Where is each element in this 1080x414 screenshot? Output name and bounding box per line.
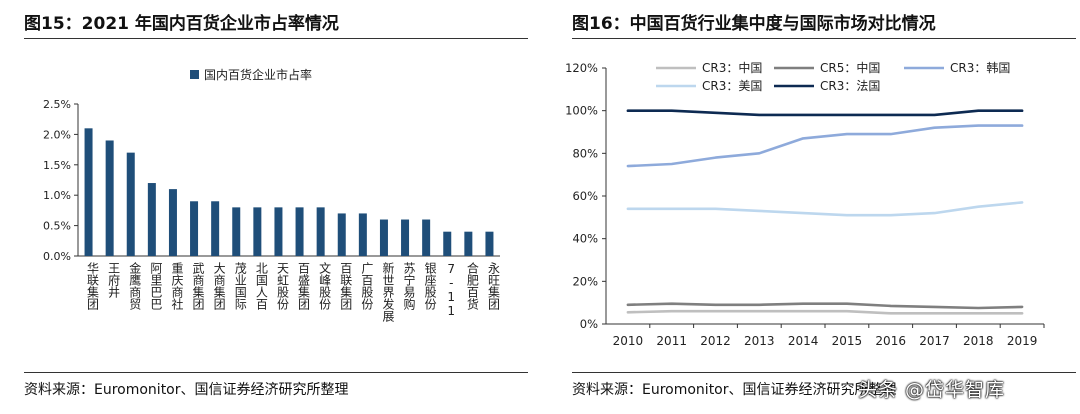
bar	[443, 231, 452, 256]
bar-category-label: 重庆商社	[170, 262, 184, 310]
watermark: 头条 @岱华智库	[858, 379, 1006, 401]
bar-category-label: 新世界发展	[381, 261, 395, 322]
bar-category-label: 大商集团	[212, 262, 226, 311]
bar-category-label: 广百股份	[360, 262, 374, 310]
bar-y-tick-label: 0.0%	[43, 250, 71, 263]
bar-legend-label: 国内百货企业市占率	[204, 67, 312, 82]
bar-y-tick-label: 0.5%	[43, 220, 71, 233]
bar-category-label: 文峰股份	[318, 261, 332, 310]
left-figure-title: 图15：2021 年国内百货企业市占率情况	[24, 14, 339, 34]
bar	[316, 207, 325, 256]
bar-category-label: 银座股份	[423, 262, 437, 310]
bar	[337, 213, 346, 256]
left-figure-panel: 图15：2021 年国内百货企业市占率情况 0.0% 0.5% 1.0% 1.5% 2.…	[0, 0, 532, 414]
bar	[84, 128, 93, 256]
line-legend-label: CR5：中国	[820, 60, 880, 75]
bar	[422, 219, 431, 256]
bar	[105, 140, 114, 256]
left-source-rule	[24, 372, 528, 373]
bar	[190, 201, 199, 256]
right-figure-panel: 图16：中国百货行业集中度与国际市场对比情况 0% 20% 40% 60% 80% 100…	[548, 0, 1080, 414]
bar-y-tick-label: 2.5%	[43, 98, 71, 111]
line-chart: 0% 20% 40% 60% 80% 100% 120% 2010 2011 2012 2013 20…	[565, 60, 1045, 348]
line-series-4	[626, 201, 1024, 217]
bar-y-tick-label: 2.0%	[43, 128, 71, 141]
line-x-tick-label: 2017	[919, 334, 950, 348]
line-x-tick-label: 2010	[613, 334, 644, 348]
line-y-tick-label: 60%	[572, 189, 598, 203]
line-x-tick-label: 2014	[788, 334, 819, 348]
bar-y-tick-label: 1.0%	[43, 189, 71, 202]
line-x-tick-label: 2018	[963, 334, 994, 348]
bar-category-label: 7-11	[444, 262, 458, 318]
bar-category-label: 百联集团	[339, 262, 353, 311]
bar	[379, 219, 388, 256]
line-y-tick-label: 100%	[565, 104, 598, 118]
bar	[401, 219, 410, 256]
bar-category-label: 北国人百	[254, 262, 268, 310]
bar-category-label: 茂业国际	[233, 262, 247, 310]
left-source-note: 资料来源：Euromonitor、国信证券经济研究所整理	[24, 382, 349, 398]
line-series-3	[626, 124, 1024, 168]
line-y-tick-label: 80%	[572, 146, 598, 160]
bar	[253, 207, 262, 256]
line-y-tick-label: 120%	[565, 61, 598, 75]
right-figure-title: 图16：中国百货行业集中度与国际市场对比情况	[572, 14, 936, 34]
line-series-5	[626, 109, 1024, 117]
bar-category-label: 永旺集团	[486, 262, 500, 311]
line-y-tick-label: 0%	[580, 317, 598, 331]
bar-category-label: 天虹股份	[275, 262, 289, 310]
bar	[485, 231, 494, 256]
line-x-tick-label: 2011	[656, 334, 687, 348]
bar	[358, 213, 367, 256]
bar-legend-swatch	[190, 70, 199, 79]
bar-category-label: 王府井	[107, 262, 121, 299]
bar-category-label: 百盛集团	[297, 262, 311, 311]
bar-category-label: 华联集团	[86, 262, 100, 311]
bar-category-label: 金鹰商贸	[128, 261, 142, 311]
line-x-tick-label: 2015	[832, 334, 863, 348]
bar	[126, 152, 135, 256]
line-legend-label: CR3：美国	[702, 79, 762, 93]
right-source-rule	[572, 372, 1076, 373]
bar	[274, 207, 283, 256]
line-x-tick-label: 2012	[700, 334, 731, 348]
bar	[232, 207, 241, 256]
right-title-rule	[572, 38, 1076, 39]
bar	[295, 207, 304, 256]
line-x-tick-label: 2019	[1007, 334, 1038, 348]
line-legend-label: CR3：韩国	[950, 60, 1010, 75]
bar-category-label: 阿里巴巴	[149, 262, 163, 310]
line-legend-label: CR3：中国	[702, 60, 762, 75]
line-y-tick-label: 20%	[572, 274, 598, 288]
bar-y-tick-label: 1.5%	[43, 159, 71, 172]
line-legend-label: CR3：法国	[820, 79, 880, 93]
line-series-2	[626, 302, 1024, 310]
bar	[147, 183, 156, 256]
bar-category-label: 合肥百货	[465, 261, 479, 311]
line-x-tick-label: 2013	[744, 334, 775, 348]
bar	[168, 189, 177, 256]
bar	[211, 201, 220, 256]
bar-category-label: 武商集团	[191, 262, 205, 311]
line-y-tick-label: 40%	[572, 232, 598, 246]
line-series-1	[626, 309, 1024, 315]
left-title-rule	[24, 38, 528, 39]
bar-category-label: 苏宁易购	[402, 262, 416, 311]
right-source-note: 资料来源：Euromonitor、国信证券经济研究所整理	[572, 382, 897, 398]
bar	[464, 231, 473, 256]
line-x-tick-label: 2016	[875, 334, 906, 348]
